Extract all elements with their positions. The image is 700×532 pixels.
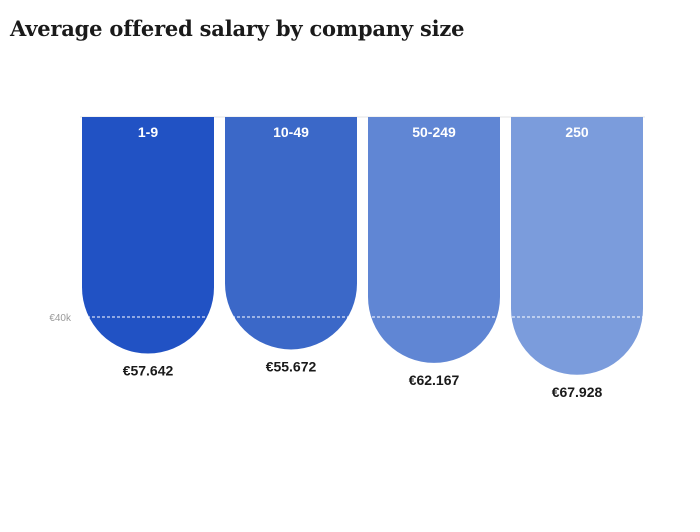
value-label: €55.672 bbox=[266, 358, 317, 374]
category-label: 50-249 bbox=[412, 124, 456, 140]
value-label: €62.167 bbox=[409, 372, 460, 388]
bar-50-249 bbox=[368, 117, 500, 363]
bar-10-49 bbox=[225, 117, 357, 350]
value-label: €67.928 bbox=[552, 384, 603, 400]
category-label: 250 bbox=[565, 124, 589, 140]
category-label: 10-49 bbox=[273, 124, 309, 140]
reference-line-label: €40k bbox=[49, 313, 72, 324]
bar-250 bbox=[511, 117, 643, 375]
value-label: €57.642 bbox=[123, 363, 174, 379]
category-label: 1-9 bbox=[138, 124, 158, 140]
bar-1-9 bbox=[82, 117, 214, 354]
chart-title: Average offered salary by company size bbox=[10, 16, 465, 41]
